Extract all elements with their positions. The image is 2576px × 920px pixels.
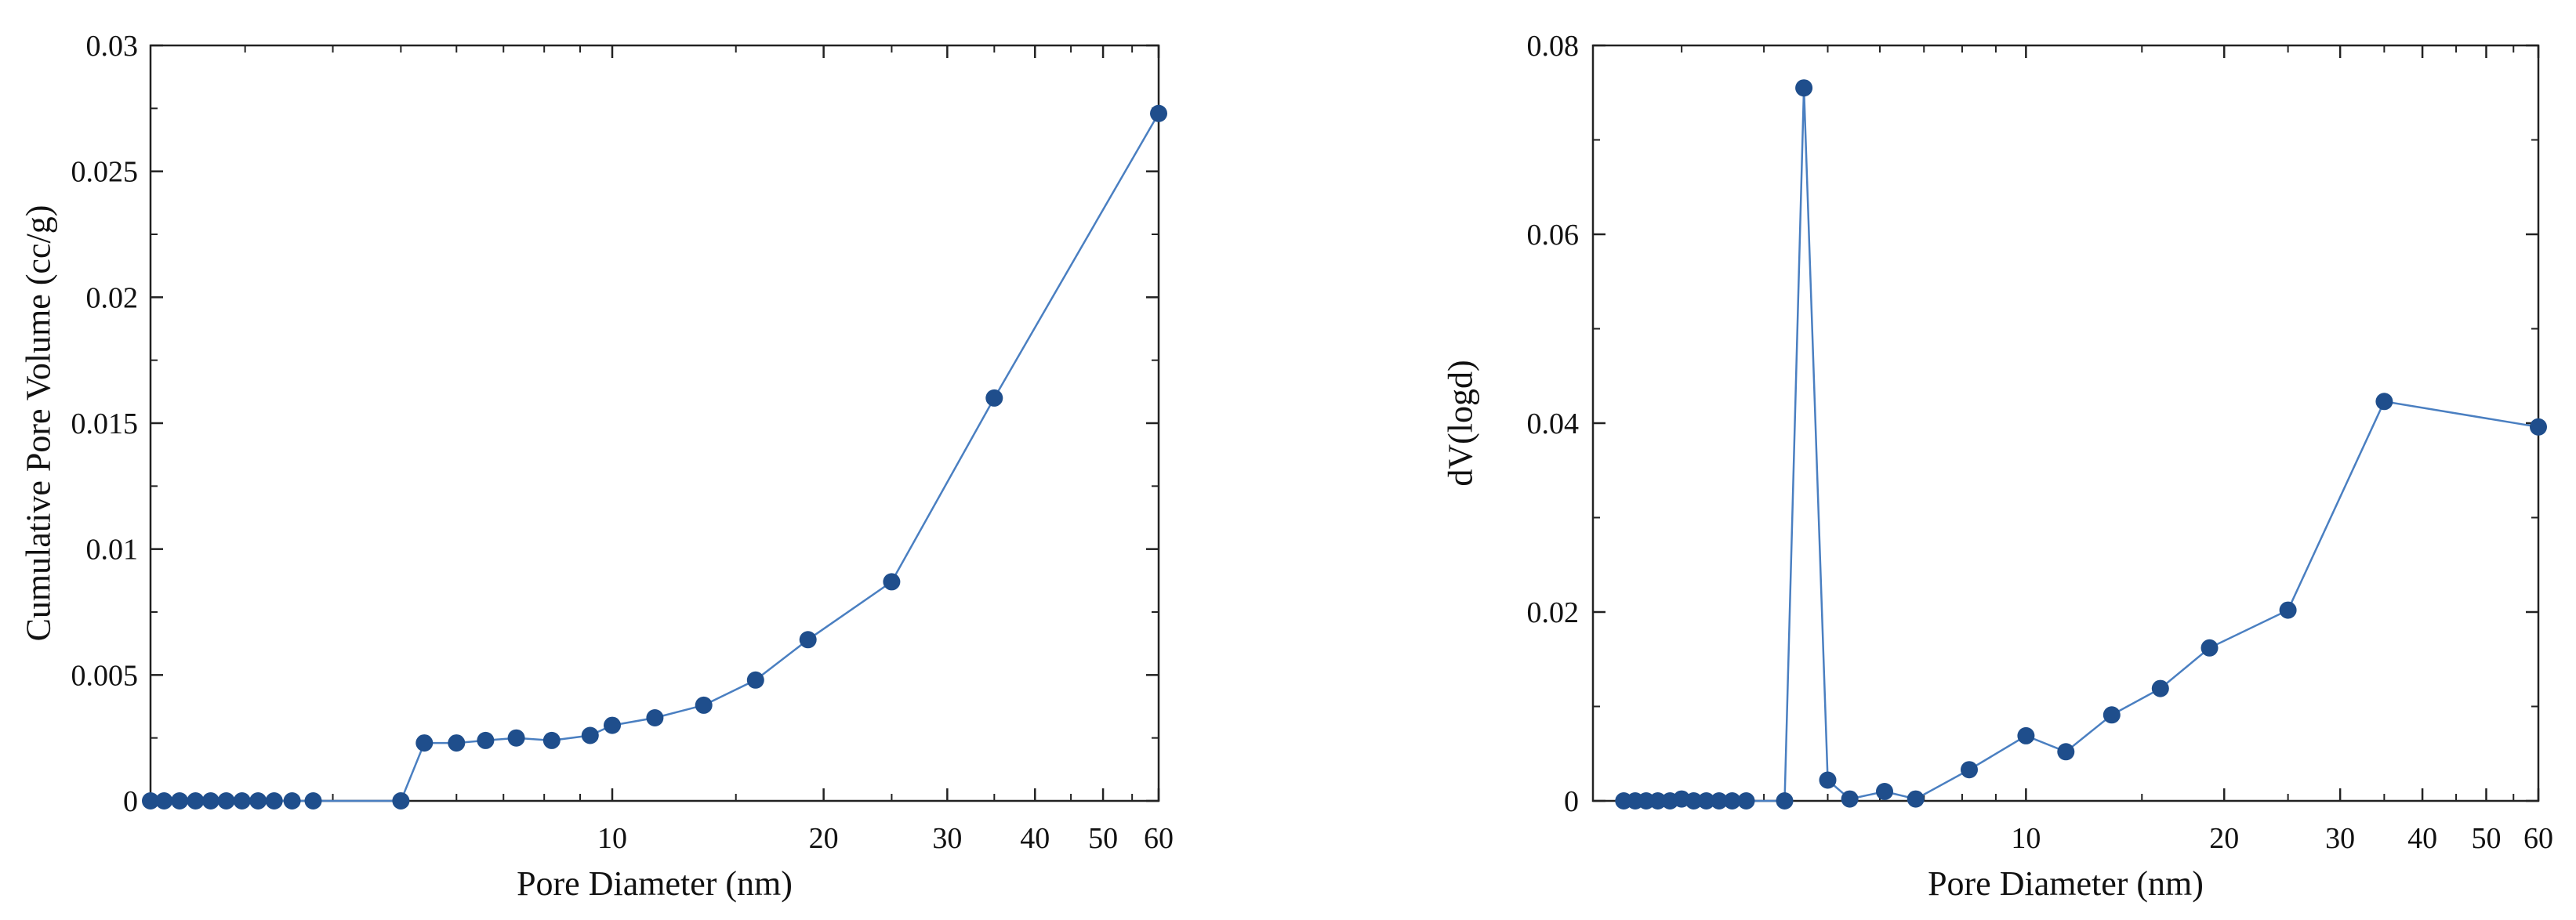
x-tick-label: 50 [2471, 822, 2501, 855]
data-point [1150, 104, 1167, 122]
data-point [2279, 601, 2297, 619]
data-point [2017, 726, 2035, 744]
data-point [604, 716, 621, 734]
data-point [2200, 639, 2219, 657]
y-tick-label: 0.06 [1527, 219, 1580, 252]
data-point [201, 792, 220, 810]
data-point [2151, 679, 2169, 697]
data-point [477, 731, 495, 749]
data-point [217, 792, 235, 810]
x-axis-title: Pore Diameter (nm) [1928, 864, 2204, 903]
data-point [695, 696, 713, 714]
data-point [985, 389, 1003, 407]
data-point [1697, 792, 1715, 810]
data-point [142, 792, 159, 810]
y-tick-label: 0 [123, 785, 138, 818]
y-tick-label: 0.03 [86, 30, 139, 63]
data-point [1723, 792, 1741, 810]
x-tick-label: 60 [2523, 822, 2553, 855]
data-point [507, 729, 525, 747]
data-point [1819, 771, 1837, 789]
x-tick-label: 50 [1088, 822, 1118, 855]
data-point [2530, 418, 2547, 436]
data-point [233, 792, 251, 810]
data-point [1737, 792, 1755, 810]
data-point [1841, 790, 1859, 808]
data-point [249, 792, 267, 810]
series-line [151, 113, 1160, 802]
data-point [883, 573, 901, 591]
y-tick-label: 0.02 [86, 281, 139, 314]
data-point [1961, 761, 1978, 779]
data-point [1876, 783, 1893, 800]
data-point [1776, 792, 1794, 810]
data-point [2375, 393, 2393, 411]
x-tick-label: 10 [2011, 822, 2041, 855]
data-point [265, 792, 283, 810]
y-tick-label: 0.08 [1527, 30, 1580, 63]
y-tick-label: 0.02 [1527, 596, 1580, 629]
series-line [1624, 88, 2539, 802]
data-point [1795, 79, 1813, 97]
x-tick-label: 20 [809, 822, 839, 855]
x-tick-label: 20 [2209, 822, 2239, 855]
data-point [2103, 706, 2121, 724]
x-tick-label: 40 [1020, 822, 1050, 855]
y-tick-label: 0.015 [71, 407, 139, 440]
y-tick-label: 0.005 [71, 659, 139, 692]
data-point [2057, 743, 2075, 761]
data-point [155, 792, 173, 810]
data-point [746, 671, 764, 689]
x-axis-title: Pore Diameter (nm) [517, 864, 793, 903]
data-point [392, 792, 410, 810]
x-tick-label: 10 [597, 822, 627, 855]
y-tick-label: 0.025 [71, 156, 139, 189]
data-point [1685, 792, 1703, 810]
x-tick-label: 60 [1144, 822, 1174, 855]
data-point [799, 631, 817, 649]
x-tick-label: 30 [2325, 822, 2355, 855]
data-point [581, 726, 599, 744]
x-tick-label: 40 [2407, 822, 2437, 855]
plot-frame [149, 44, 1160, 802]
data-point [1710, 792, 1728, 810]
data-point [283, 792, 301, 810]
data-point [448, 734, 466, 752]
dv-logd-chart: 0 0.02 0.04 0.06 0.08 10 20 30 40 50 60 Pore Diamet… [1441, 30, 2553, 903]
y-axis-title: dV(logd) [1441, 360, 1479, 486]
y-tick-label: 0.01 [86, 534, 139, 567]
y-axis-title: Cumulative Pore Volume (cc/g) [19, 205, 57, 642]
data-point [646, 709, 664, 726]
data-point [542, 731, 561, 749]
y-tick-label: 0 [1564, 785, 1579, 818]
x-tick-label: 30 [932, 822, 962, 855]
plot-frame [1591, 44, 2540, 802]
data-point [415, 734, 434, 752]
data-point [1907, 790, 1925, 808]
cumulative-pore-volume-chart: 0 0.005 0.01 0.015 0.02 0.025 0.03 10 20 30 40 50 60… [19, 30, 1174, 903]
data-point [187, 792, 205, 810]
data-point [171, 792, 189, 810]
y-tick-label: 0.04 [1527, 407, 1580, 440]
data-point [1649, 792, 1667, 810]
data-point [304, 792, 322, 810]
